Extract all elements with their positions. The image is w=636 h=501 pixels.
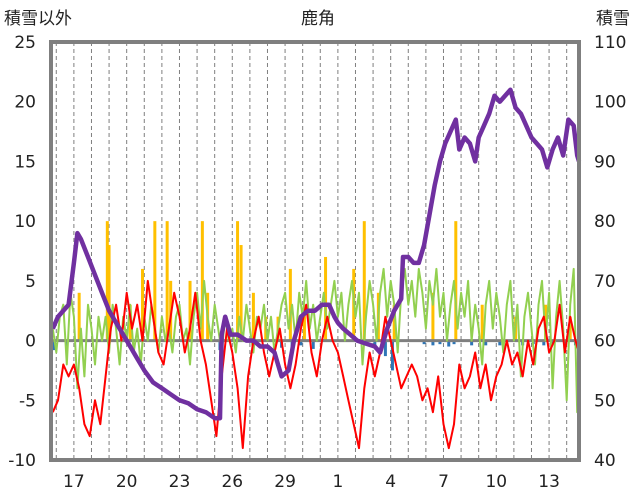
- precipitation-bar: [383, 340, 387, 357]
- precipitation-bar: [484, 340, 488, 346]
- sunshine-bar: [324, 256, 328, 341]
- left-tick-label: 10: [14, 212, 36, 232]
- right-tick-label: 70: [594, 272, 616, 292]
- snow_depth-line: [50, 87, 582, 421]
- precipitation-bar: [299, 340, 303, 346]
- sunshine-bar: [431, 292, 435, 341]
- sunshine-bar: [153, 221, 157, 341]
- left-axis-ticks: 25 20 15 10 5 0 -5 -10: [8, 33, 36, 471]
- left-tick-label: 15: [14, 152, 36, 172]
- precipitation-bar: [390, 340, 394, 371]
- sunshine-bar: [188, 280, 192, 341]
- precipitation-bar: [422, 340, 426, 345]
- x-tick-label: 29: [274, 472, 296, 492]
- x-tick-label: 20: [116, 472, 138, 492]
- right-axis-title: 積雪: [596, 9, 630, 29]
- right-tick-label: 60: [594, 332, 616, 352]
- precipitation-bar: [498, 340, 502, 346]
- right-tick-label: 80: [594, 212, 616, 232]
- sunshine-bar: [480, 304, 484, 341]
- sunshine-bar: [107, 245, 111, 341]
- precipitation-bar: [65, 340, 69, 347]
- sunshine-bar: [200, 221, 204, 341]
- x-tick-label: 10: [485, 472, 507, 492]
- precipitation-bar: [542, 340, 546, 346]
- right-axis-ticks: 110 100 90 80 70 60 50 40: [594, 33, 626, 471]
- x-tick-label: 26: [221, 472, 243, 492]
- left-axis-title: 積雪以外: [4, 9, 72, 29]
- sunshine-bar: [362, 221, 366, 341]
- x-tick-label: 1: [332, 472, 343, 492]
- sunshine-bar: [392, 304, 396, 341]
- x-axis-ticks: 17 20 23 26 29 1 4 7 10 13: [63, 472, 560, 492]
- left-tick-label: 0: [25, 332, 36, 352]
- precipitation-bar: [470, 340, 474, 346]
- line-series: [50, 87, 582, 450]
- precipitation-bar: [311, 340, 315, 349]
- right-tick-label: 50: [594, 391, 616, 411]
- sunshine-bar: [239, 245, 243, 341]
- sunshine-bar: [165, 221, 169, 341]
- sunshine-bar: [236, 221, 240, 341]
- x-tick-label: 23: [169, 472, 191, 492]
- x-tick-label: 17: [63, 472, 85, 492]
- sunshine-bar: [141, 268, 145, 341]
- temperature-line: [51, 279, 580, 450]
- right-tick-label: 90: [594, 152, 616, 172]
- sunshine-bar: [105, 221, 109, 341]
- right-tick-label: 110: [594, 33, 626, 53]
- x-tick-label: 4: [385, 472, 396, 492]
- sunshine-bar: [454, 221, 458, 341]
- x-tick-label: 7: [438, 472, 449, 492]
- sunshine-bar: [288, 268, 292, 341]
- precipitation-bar: [452, 340, 456, 345]
- left-tick-label: -5: [19, 391, 36, 411]
- left-tick-label: -10: [8, 451, 36, 471]
- precipitation-bar: [438, 340, 442, 345]
- precipitation-bar: [431, 340, 435, 346]
- left-tick-label: 20: [14, 93, 36, 113]
- left-tick-label: 5: [25, 272, 36, 292]
- right-tick-label: 40: [594, 451, 616, 471]
- sunshine-bar: [302, 304, 306, 341]
- chart-title: 鹿角: [301, 9, 335, 29]
- left-tick-label: 25: [14, 33, 36, 53]
- precipitation-bar: [447, 340, 451, 347]
- sunshine-bar: [77, 292, 81, 341]
- plot-frame: [49, 40, 581, 462]
- x-tick-label: 13: [538, 472, 560, 492]
- right-tick-label: 100: [594, 93, 626, 113]
- sunshine-bar: [251, 292, 255, 341]
